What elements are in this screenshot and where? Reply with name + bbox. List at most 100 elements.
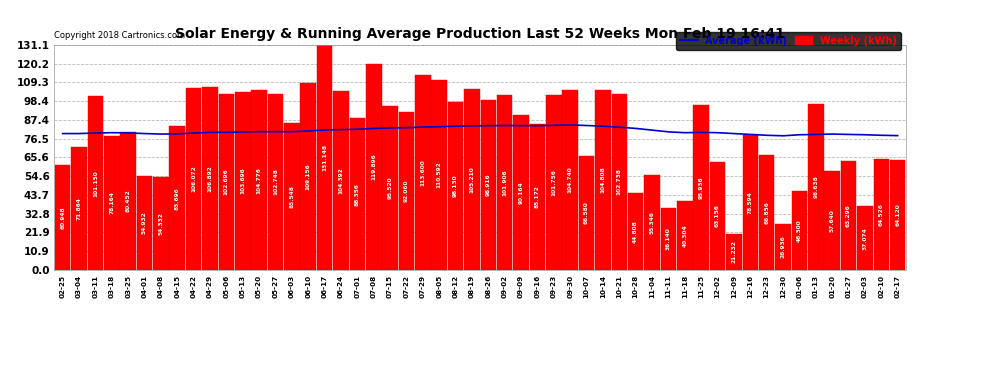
Text: 102.696: 102.696	[224, 168, 229, 195]
Text: 85.548: 85.548	[289, 185, 294, 208]
Bar	[726, 234, 742, 270]
Bar	[202, 87, 218, 270]
Bar	[104, 136, 120, 270]
Text: 66.580: 66.580	[584, 201, 589, 224]
Text: 90.164: 90.164	[519, 182, 524, 204]
Text: 131.148: 131.148	[322, 144, 327, 171]
Bar	[530, 124, 545, 270]
Text: 119.896: 119.896	[371, 154, 376, 180]
Bar	[71, 147, 87, 270]
Text: 88.356: 88.356	[354, 183, 359, 206]
Bar	[775, 224, 791, 270]
Bar	[267, 94, 283, 270]
Bar	[612, 94, 627, 270]
Bar	[153, 177, 168, 270]
Text: 98.130: 98.130	[453, 174, 458, 197]
Bar	[54, 165, 70, 270]
Bar	[415, 75, 431, 270]
Bar	[251, 90, 267, 270]
Text: 54.332: 54.332	[158, 212, 163, 235]
Text: 95.520: 95.520	[388, 177, 393, 200]
Bar	[873, 159, 889, 270]
Bar	[660, 208, 676, 270]
Bar	[890, 160, 906, 270]
Text: 36.140: 36.140	[666, 228, 671, 251]
Text: 101.756: 101.756	[551, 169, 556, 196]
Title: Solar Energy & Running Average Production Last 52 Weeks Mon Feb 19 16:41: Solar Energy & Running Average Productio…	[175, 27, 785, 41]
Text: 26.936: 26.936	[780, 236, 785, 258]
Text: 95.936: 95.936	[699, 176, 704, 199]
Bar	[595, 90, 611, 270]
Text: 78.164: 78.164	[109, 192, 114, 214]
Text: 102.748: 102.748	[273, 168, 278, 195]
Text: 104.740: 104.740	[567, 167, 572, 194]
Text: 57.640: 57.640	[830, 209, 835, 232]
Bar	[693, 105, 709, 270]
Bar	[841, 161, 856, 270]
Bar	[349, 118, 365, 270]
Text: 80.452: 80.452	[126, 190, 131, 212]
Bar	[546, 95, 561, 270]
Text: 66.856: 66.856	[764, 201, 769, 224]
Text: Copyright 2018 Cartronics.com: Copyright 2018 Cartronics.com	[54, 32, 185, 40]
Bar	[808, 104, 824, 270]
Text: 85.172: 85.172	[535, 186, 540, 209]
Bar	[464, 89, 480, 270]
Bar	[235, 92, 250, 270]
Bar	[742, 135, 758, 270]
Text: 21.232: 21.232	[732, 240, 737, 263]
Bar	[579, 156, 594, 270]
Text: 113.600: 113.600	[421, 159, 426, 186]
Bar	[399, 112, 414, 270]
Bar	[169, 126, 185, 270]
Bar	[366, 64, 381, 270]
Bar	[792, 190, 807, 270]
Bar	[121, 132, 136, 270]
Text: 63.156: 63.156	[715, 204, 720, 227]
Text: 106.072: 106.072	[191, 166, 196, 192]
Bar	[300, 82, 316, 270]
Bar	[497, 95, 513, 270]
Text: 83.696: 83.696	[175, 187, 180, 210]
Bar	[284, 123, 300, 270]
Text: 98.916: 98.916	[486, 174, 491, 196]
Text: 63.296: 63.296	[846, 204, 851, 227]
Text: 54.932: 54.932	[142, 211, 147, 234]
Text: 64.526: 64.526	[879, 203, 884, 226]
Text: 60.948: 60.948	[60, 206, 65, 229]
Bar	[825, 171, 840, 270]
Text: 40.304: 40.304	[682, 224, 687, 247]
Bar	[447, 102, 463, 270]
Text: 78.594: 78.594	[747, 191, 752, 214]
Text: 102.738: 102.738	[617, 168, 622, 195]
Bar	[334, 91, 348, 270]
Text: 101.906: 101.906	[502, 169, 507, 196]
Bar	[759, 155, 774, 270]
Bar	[382, 106, 398, 270]
Bar	[317, 45, 333, 270]
Text: 104.776: 104.776	[256, 166, 261, 194]
Bar	[432, 80, 447, 270]
Bar	[628, 193, 644, 270]
Bar	[644, 175, 660, 270]
Text: 64.120: 64.120	[895, 204, 900, 226]
Text: 104.808: 104.808	[601, 166, 606, 194]
Bar	[137, 176, 152, 270]
Text: 46.300: 46.300	[797, 219, 802, 242]
Text: 92.060: 92.060	[404, 180, 409, 202]
Text: 44.808: 44.808	[634, 220, 639, 243]
Text: 109.156: 109.156	[306, 163, 311, 190]
Text: 104.392: 104.392	[339, 167, 344, 194]
Bar	[857, 206, 873, 270]
Text: 55.346: 55.346	[649, 211, 654, 234]
Bar	[710, 162, 726, 270]
Text: 110.592: 110.592	[437, 162, 442, 189]
Legend: Average (kWh), Weekly (kWh): Average (kWh), Weekly (kWh)	[676, 32, 901, 50]
Text: 37.074: 37.074	[862, 227, 867, 249]
Text: 105.210: 105.210	[469, 166, 474, 193]
Text: 101.150: 101.150	[93, 170, 98, 196]
Bar	[562, 90, 578, 270]
Bar	[513, 115, 529, 270]
Text: 71.864: 71.864	[76, 197, 81, 220]
Text: 96.638: 96.638	[814, 176, 819, 198]
